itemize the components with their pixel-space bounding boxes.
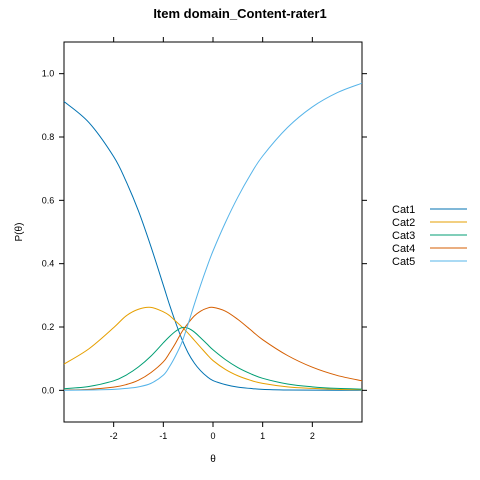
plot-frame xyxy=(63,41,363,423)
y-tick-label: 0.0 xyxy=(42,385,55,395)
x-tick-label: -1 xyxy=(159,431,167,441)
series-lines xyxy=(63,82,363,391)
axis-ticks xyxy=(59,37,367,427)
x-tick-label: 2 xyxy=(310,431,315,441)
x-tick-label: 0 xyxy=(210,431,215,441)
x-axis-label: θ xyxy=(210,454,216,465)
y-tick-label: 0.6 xyxy=(42,195,55,205)
legend-label-cat5: Cat5 xyxy=(392,256,415,268)
y-axis-label: P(θ) xyxy=(14,223,25,242)
series-line-cat4 xyxy=(63,306,363,391)
legend-label-cat2: Cat2 xyxy=(392,217,415,229)
legend-label-cat4: Cat4 xyxy=(392,243,415,255)
y-tick-label: 1.0 xyxy=(42,69,55,79)
x-tick-label: -2 xyxy=(110,431,118,441)
axis-tick-labels: -2 -1 0 1 2 0.0 0.2 0.4 0.6 0.8 1.0 xyxy=(42,69,315,441)
series-line-cat3 xyxy=(63,326,363,390)
y-tick-label: 0.8 xyxy=(42,132,55,142)
legend-label-cat3: Cat3 xyxy=(392,230,415,242)
y-tick-label: 0.4 xyxy=(42,259,55,269)
series-line-cat1 xyxy=(63,101,363,391)
chart-title: Item domain_Content-rater1 xyxy=(153,6,326,21)
y-tick-label: 0.2 xyxy=(42,322,55,332)
series-line-cat5 xyxy=(63,82,363,391)
series-line-cat2 xyxy=(63,306,363,391)
x-tick-label: 1 xyxy=(260,431,265,441)
legend-label-cat1: Cat1 xyxy=(392,204,415,216)
